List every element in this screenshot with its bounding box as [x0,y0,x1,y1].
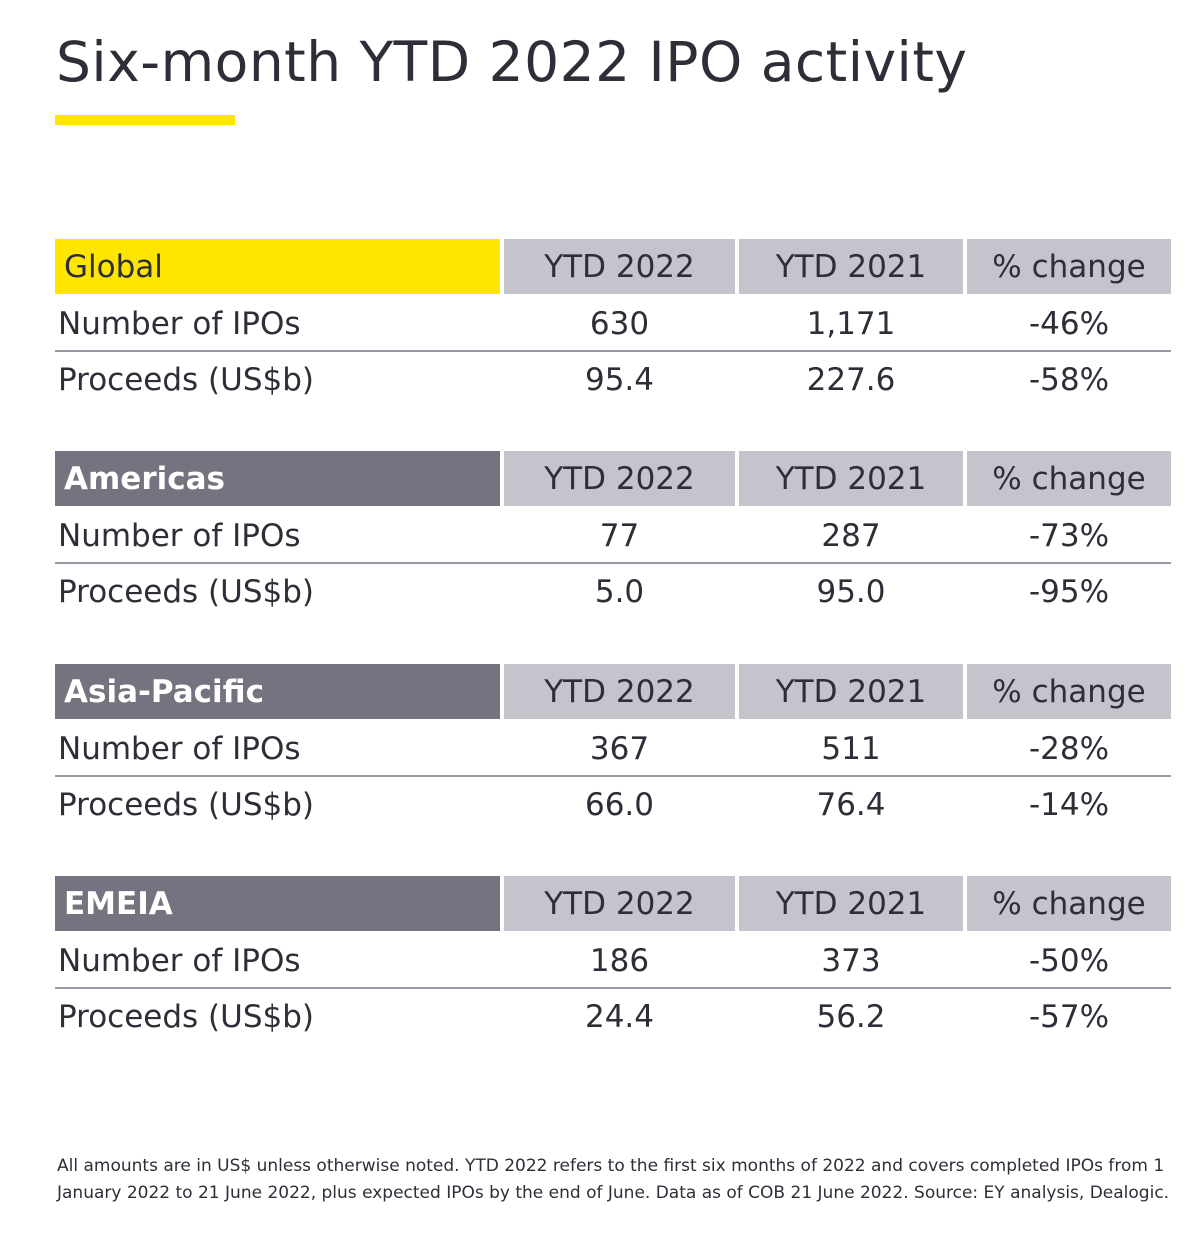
cell-change: -46% [1028,306,1110,342]
table-row: Proceeds (US$b) 66.0 76.4 -14% [55,777,1171,832]
column-header--change: % change [967,239,1171,294]
table-row: Number of IPOs 77 287 -73% [55,508,1171,564]
cell-ytd2021: 373 [821,943,881,979]
cell-ytd2022: 24.4 [584,999,655,1035]
cell-ytd2021: 1,171 [806,306,896,342]
cell-ytd2021: 227.6 [806,362,896,398]
row-label: Proceeds (US$b) [58,787,315,823]
cell-change: -95% [1028,574,1110,610]
cell-ytd2022: 186 [589,943,650,979]
cell-ytd2022: 77 [599,518,640,554]
cell-ytd2022: 5.0 [594,574,645,610]
section-global: Global YTD 2022 YTD 2021% change Number of … [55,239,1171,439]
row-label: Proceeds (US$b) [58,574,315,610]
cell-ytd2021: 511 [821,731,881,767]
cell-ytd2022: 367 [589,731,650,767]
title-accent-bar [55,115,235,125]
column-header-ytd-2021: YTD 2021 [739,876,963,931]
section-americas: Americas YTD 2022 YTD 2021% change Number o… [55,451,1171,651]
table-row: Number of IPOs 367 511 -28% [55,721,1171,777]
column-header-ytd-2021: YTD 2021 [739,451,963,506]
page-title: Six-month YTD 2022 IPO activity [56,30,968,94]
section-asia-pacific: Asia-Pacific YTD 2022 YTD 2021% change Numb… [55,664,1171,864]
cell-ytd2021: 76.4 [816,787,886,823]
section-emeia: EMEIA YTD 2022 YTD 2021% change Number of I… [55,876,1171,1076]
row-label: Number of IPOs [58,306,301,342]
cell-ytd2021: 287 [821,518,881,554]
column-header-ytd-2022: YTD 2022 [504,451,735,506]
cell-change: -73% [1028,518,1110,554]
column-header-ytd-2022: YTD 2022 [504,876,735,931]
row-label: Number of IPOs [58,943,301,979]
column-header--change: % change [967,876,1171,931]
region-header: EMEIA [55,876,500,931]
table-row: Proceeds (US$b) 24.4 56.2 -57% [55,989,1171,1044]
cell-change: -14% [1028,787,1110,823]
row-label: Number of IPOs [58,518,301,554]
region-header: Global [55,239,500,294]
column-header-ytd-2021: YTD 2021 [739,664,963,719]
cell-ytd2022: 95.4 [584,362,655,398]
footnote: All amounts are in US$ unless otherwise … [57,1156,1170,1203]
cell-ytd2021: 95.0 [816,574,886,610]
cell-ytd2022: 66.0 [584,787,655,823]
table-row: Number of IPOs 186 373 -50% [55,933,1171,989]
column-header-ytd-2022: YTD 2022 [504,664,735,719]
column-header--change: % change [967,664,1171,719]
table-row: Proceeds (US$b) 95.4 227.6 -58% [55,352,1171,407]
cell-ytd2021: 56.2 [816,999,886,1035]
cell-change: -58% [1028,362,1110,398]
column-header-ytd-2022: YTD 2022 [504,239,735,294]
cell-change: -28% [1028,731,1110,767]
row-label: Proceeds (US$b) [58,362,315,398]
table-row: Number of IPOs 630 1,171 -46% [55,296,1171,352]
cell-ytd2022: 630 [589,306,650,342]
row-label: Number of IPOs [58,731,301,767]
region-header: Americas [55,451,500,506]
column-header-ytd-2021: YTD 2021 [739,239,963,294]
cell-change: -57% [1028,999,1110,1035]
table-row: Proceeds (US$b) 5.0 95.0 -95% [55,564,1171,619]
column-header--change: % change [967,451,1171,506]
row-label: Proceeds (US$b) [58,999,315,1035]
cell-change: -50% [1028,943,1110,979]
region-header: Asia-Pacific [55,664,500,719]
